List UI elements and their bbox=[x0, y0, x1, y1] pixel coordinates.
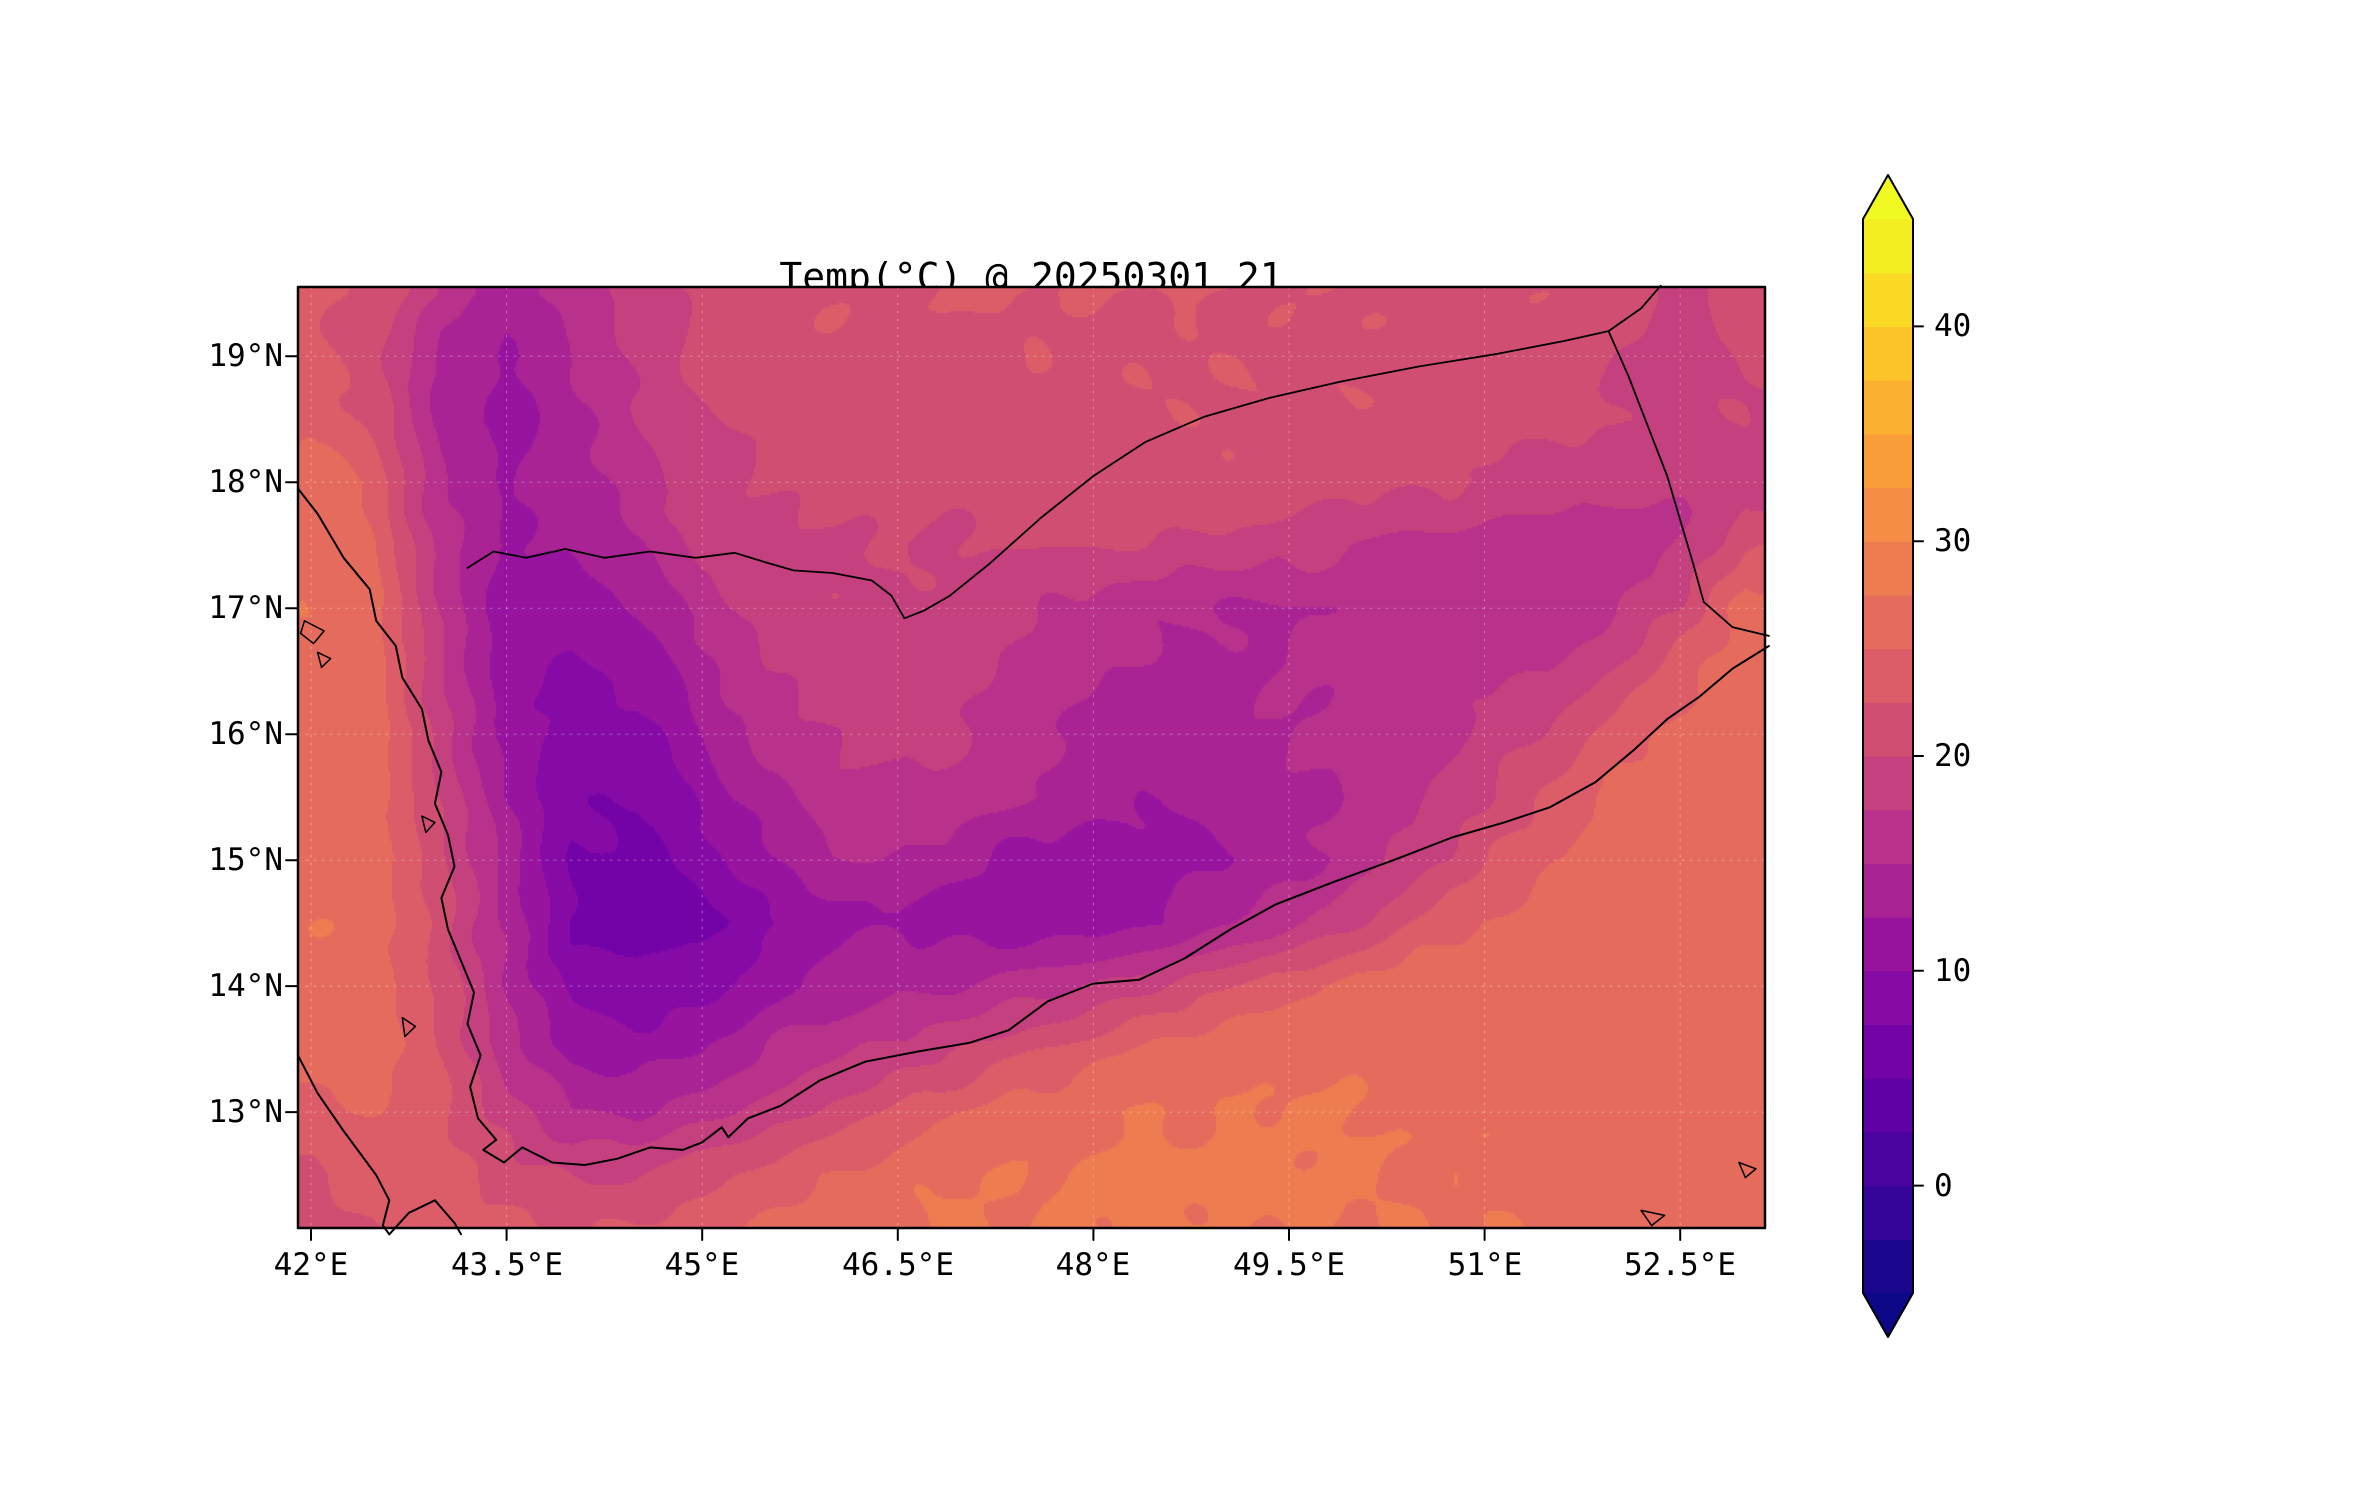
colorbar-tick-label: 0 bbox=[1934, 1168, 1953, 1204]
island-outline bbox=[1738, 1161, 1757, 1179]
y-tick-label: 16°N bbox=[208, 716, 283, 752]
oman-border-line bbox=[1607, 330, 1770, 637]
map-plot-area bbox=[285, 284, 1770, 1241]
x-tick-label: 45°E bbox=[664, 1247, 740, 1283]
temperature-field-canvas bbox=[298, 287, 1765, 1228]
island-outline bbox=[316, 651, 332, 669]
y-tick-label: 17°N bbox=[208, 590, 283, 626]
colorbar-tick-label: 30 bbox=[1934, 523, 1972, 559]
y-tick-label: 15°N bbox=[208, 842, 283, 878]
y-tick-label: 19°N bbox=[208, 338, 283, 374]
y-tick-label: 13°N bbox=[208, 1094, 283, 1130]
colorbar-tick-label: 10 bbox=[1934, 953, 1972, 989]
colorbar-tick-label: 40 bbox=[1934, 308, 1972, 344]
x-tick-label: 43.5°E bbox=[451, 1247, 563, 1283]
saudi-border-line bbox=[466, 284, 1662, 620]
island-outline bbox=[401, 1016, 417, 1038]
y-tick-label: 14°N bbox=[208, 968, 283, 1004]
colorbar bbox=[1862, 174, 1924, 1338]
x-tick-label: 46.5°E bbox=[842, 1247, 954, 1283]
island-outline bbox=[1640, 1209, 1666, 1227]
coastline bbox=[297, 487, 1770, 1166]
x-tick-label: 48°E bbox=[1055, 1247, 1131, 1283]
island-outline bbox=[421, 815, 436, 834]
map-overlay bbox=[285, 284, 1770, 1241]
x-tick-label: 51°E bbox=[1447, 1247, 1523, 1283]
x-tick-label: 42°E bbox=[273, 1247, 349, 1283]
island-outline bbox=[299, 620, 325, 645]
africa-coastline bbox=[297, 1054, 391, 1236]
x-tick-label: 49.5°E bbox=[1233, 1247, 1345, 1283]
y-tick-label: 18°N bbox=[208, 464, 283, 500]
x-tick-label: 52.5°E bbox=[1624, 1247, 1736, 1283]
colorbar-tick-label: 20 bbox=[1934, 738, 1972, 774]
